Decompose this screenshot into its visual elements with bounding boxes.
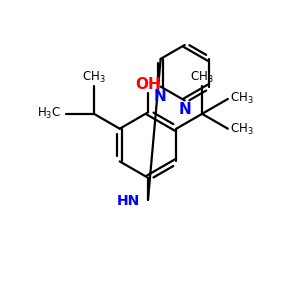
Text: CH$_3$: CH$_3$ <box>190 70 214 85</box>
Text: N: N <box>178 102 191 117</box>
Text: H$_3$C: H$_3$C <box>37 106 61 122</box>
Text: OH: OH <box>135 76 161 92</box>
Text: CH$_3$: CH$_3$ <box>230 90 254 106</box>
Text: CH$_3$: CH$_3$ <box>230 122 254 137</box>
Text: HN: HN <box>117 194 140 208</box>
Text: N: N <box>153 88 166 104</box>
Text: CH$_3$: CH$_3$ <box>82 70 106 85</box>
